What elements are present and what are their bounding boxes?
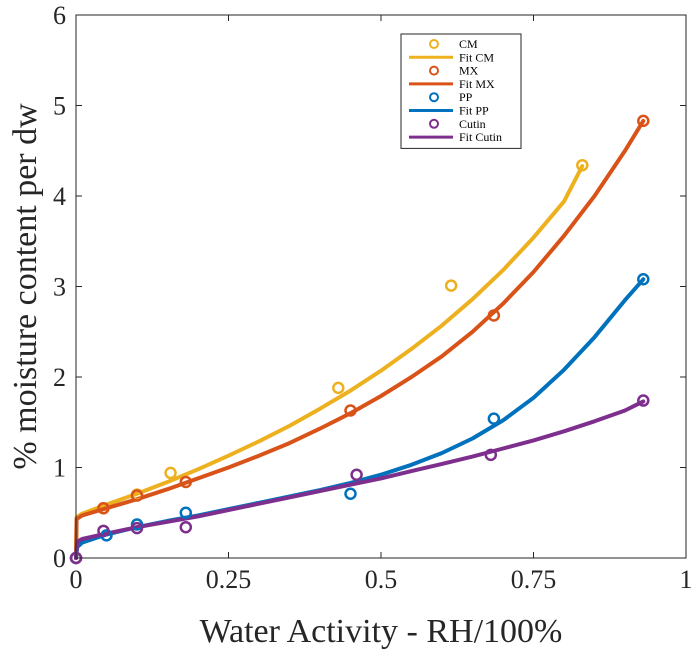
data-point-cutin (130, 521, 144, 535)
data-point-cutin (350, 468, 363, 481)
data-point-cutin (637, 394, 650, 407)
legend-entry-label: Fit CM (459, 50, 494, 64)
data-point-mx (130, 489, 144, 502)
x-axis-title: Water Activity - RH/100% (200, 613, 563, 650)
legend-marker-swatch (429, 39, 439, 49)
y-tick-label: 3 (53, 273, 66, 302)
axis-ticks-layer (75, 14, 687, 559)
x-tick-label: 1 (680, 565, 693, 594)
legend-entry-label: MX (459, 64, 479, 78)
y-tick-label: 1 (53, 454, 66, 483)
data-point-mx (179, 475, 193, 489)
data-point-cm (444, 279, 458, 292)
series-line-fit-mx (74, 118, 646, 560)
data-point-cutin (97, 524, 110, 538)
legend-entry-label: Fit Cutin (459, 130, 502, 144)
legend-entry-label: Fit PP (459, 104, 489, 118)
y-tick-label: 5 (53, 92, 66, 121)
data-point-cutin (484, 448, 498, 462)
legend-box (400, 33, 522, 149)
data-point-mx (344, 404, 357, 417)
x-tick-label: 0.25 (206, 565, 252, 594)
fit-lines-layer (74, 118, 646, 560)
legend-entry-label: Cutin (459, 117, 486, 131)
x-tick-label: 0 (70, 565, 83, 594)
y-axis-title: % moisture content per dw (7, 103, 44, 470)
data-point-cutin (179, 520, 193, 534)
series-line-fit-cutin (74, 399, 646, 560)
data-point-mx (97, 501, 110, 515)
series-line-fit-cm (74, 164, 585, 560)
data-point-cm (332, 381, 345, 395)
y-tick-label: 4 (53, 182, 66, 211)
y-tick-label: 2 (53, 363, 66, 392)
y-tick-label: 6 (53, 1, 66, 30)
data-point-mx (487, 309, 501, 322)
x-tick-label: 0.75 (511, 565, 557, 594)
y-tick-label: 0 (53, 544, 66, 573)
data-point-pp (344, 487, 357, 500)
legend-marker-swatch (429, 92, 439, 103)
data-point-cm (164, 466, 177, 480)
legend-marker-swatch (429, 65, 439, 76)
legend-entry-label: PP (459, 90, 473, 104)
data-point-mx (637, 114, 650, 128)
data-point-pp (637, 273, 650, 286)
data-point-pp (487, 412, 501, 425)
x-tick-label: 0.5 (365, 565, 398, 594)
data-point-cm (576, 158, 589, 172)
legend-marker-swatch (429, 118, 439, 129)
legend-entry-label: CM (459, 37, 478, 51)
tick-labels-layer: 0 0.25 0.5 0.75 1 0 1 2 3 4 5 6 (53, 1, 693, 594)
data-point-pp (179, 506, 193, 519)
legend-entry-label: Fit MX (459, 77, 495, 91)
